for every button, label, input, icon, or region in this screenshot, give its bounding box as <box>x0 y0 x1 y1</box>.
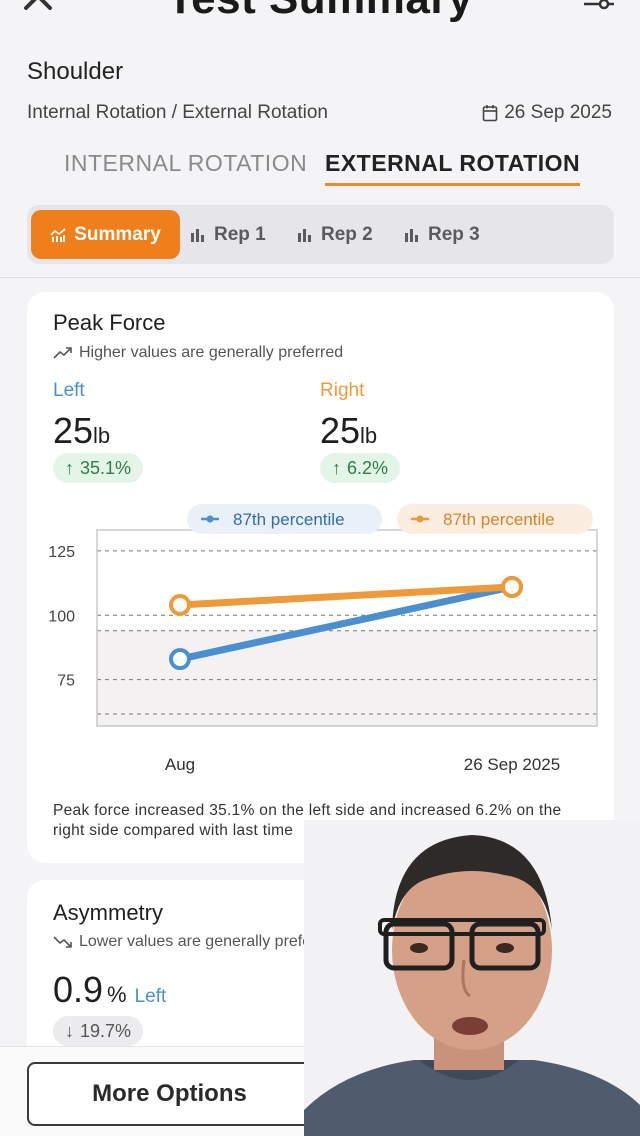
x-tick-label: Aug <box>165 755 195 774</box>
close-icon[interactable] <box>22 0 54 12</box>
data-point-right <box>169 593 191 616</box>
legend-pill <box>397 504 593 534</box>
test-date-text: 26 Sep 2025 <box>504 102 612 123</box>
y-tick-label: 100 <box>48 608 75 625</box>
asymmetry-side: Left <box>134 986 167 1007</box>
asymmetry-title: Asymmetry <box>53 900 163 925</box>
segment-summary[interactable]: Summary <box>31 210 180 259</box>
y-tick-label: 125 <box>48 544 75 561</box>
trending-up-icon <box>53 347 72 359</box>
segment-rep-3-label: Rep 3 <box>428 223 480 245</box>
left-peak-force-value: 25lb <box>53 410 110 452</box>
segment-rep-1[interactable]: Rep 1 <box>190 210 266 259</box>
right-peak-force-value: 25lb <box>320 410 377 452</box>
legend-label: 87th percentile <box>443 510 555 529</box>
reference-band <box>97 630 597 726</box>
bar-chart-icon <box>298 228 311 242</box>
left-value-unit: lb <box>93 423 111 448</box>
legend-label: 87th percentile <box>233 510 345 529</box>
asymmetry-hint-text: Lower values are generally preferred <box>79 933 340 950</box>
test-date: 26 Sep 2025 <box>482 102 612 124</box>
bar-chart-icon <box>191 228 204 242</box>
trending-down-icon <box>53 936 72 948</box>
legend-pill <box>187 504 382 534</box>
asymmetry-change-badge: ↓ 19.7% <box>53 1016 144 1046</box>
bar-chart-icon <box>405 228 418 242</box>
presenter-video-overlay <box>304 820 640 1136</box>
rep-segmented-control: Summary Rep 1 Rep 2 Rep 3 <box>27 205 614 264</box>
tab-internal-rotation[interactable]: INTERNAL ROTATION <box>64 150 308 176</box>
segment-rep-3[interactable]: Rep 3 <box>404 210 480 259</box>
peak-force-card: Peak Force Higher values are generally p… <box>27 292 614 863</box>
arrow-down-icon: ↓ <box>65 1020 74 1041</box>
right-value-unit: lb <box>360 423 378 448</box>
peak-force-summary: Peak force increased 35.1% on the left s… <box>53 802 562 839</box>
movement-tabs: INTERNAL ROTATION EXTERNAL ROTATION <box>0 150 640 190</box>
legend-marker-dot <box>416 515 424 523</box>
test-name: Internal Rotation / External Rotation <box>27 102 329 123</box>
series-line-right <box>176 583 516 609</box>
data-point-left <box>169 648 191 671</box>
data-point-right <box>501 575 523 598</box>
peak-force-title: Peak Force <box>53 310 166 335</box>
peak-force-chart[interactable]: 125 100 75 Aug 26 Sep 2025 87th percentile 87t… <box>27 502 614 792</box>
right-value-number: 25 <box>320 410 361 451</box>
tab-external-rotation[interactable]: EXTERNAL ROTATION <box>325 150 581 186</box>
body-part: Shoulder <box>27 58 124 85</box>
right-change-badge: ↑ 6.2% <box>320 453 401 483</box>
divider <box>0 277 640 278</box>
asymmetry-number: 0.9 <box>53 969 104 1010</box>
right-label: Right <box>320 380 365 401</box>
legend-marker-dot <box>206 515 214 523</box>
segment-rep-2-label: Rep 2 <box>321 223 373 245</box>
chart-icon <box>50 227 66 242</box>
filter-icon[interactable] <box>582 0 616 16</box>
segment-rep-1-label: Rep 1 <box>214 223 266 245</box>
segment-summary-label: Summary <box>74 223 161 245</box>
x-tick-label: 26 Sep 2025 <box>464 755 560 774</box>
peak-force-hint-text: Higher values are generally preferred <box>79 344 344 361</box>
left-change-badge: ↑ 35.1% <box>53 453 144 483</box>
peak-force-hint: Higher values are generally preferred <box>53 344 343 362</box>
asymmetry-value: 0.9% Left <box>53 969 166 1011</box>
asymmetry-change-text: 19.7% <box>80 1020 132 1041</box>
arrow-up-icon: ↑ <box>65 457 74 478</box>
right-change-text: 6.2% <box>347 457 389 478</box>
asymmetry-unit: % <box>107 982 127 1007</box>
left-label: Left <box>53 380 85 401</box>
series-line-left <box>176 583 516 663</box>
left-value-number: 25 <box>53 410 94 451</box>
page-title: Test Summary <box>0 0 640 24</box>
arrow-up-icon: ↑ <box>332 457 341 478</box>
segment-rep-2[interactable]: Rep 2 <box>297 210 373 259</box>
calendar-icon <box>482 105 498 122</box>
asymmetry-hint: Lower values are generally preferred <box>53 933 340 951</box>
left-change-text: 35.1% <box>80 457 132 478</box>
more-options-button[interactable]: More Options <box>27 1062 312 1126</box>
y-tick-label: 75 <box>57 673 75 690</box>
